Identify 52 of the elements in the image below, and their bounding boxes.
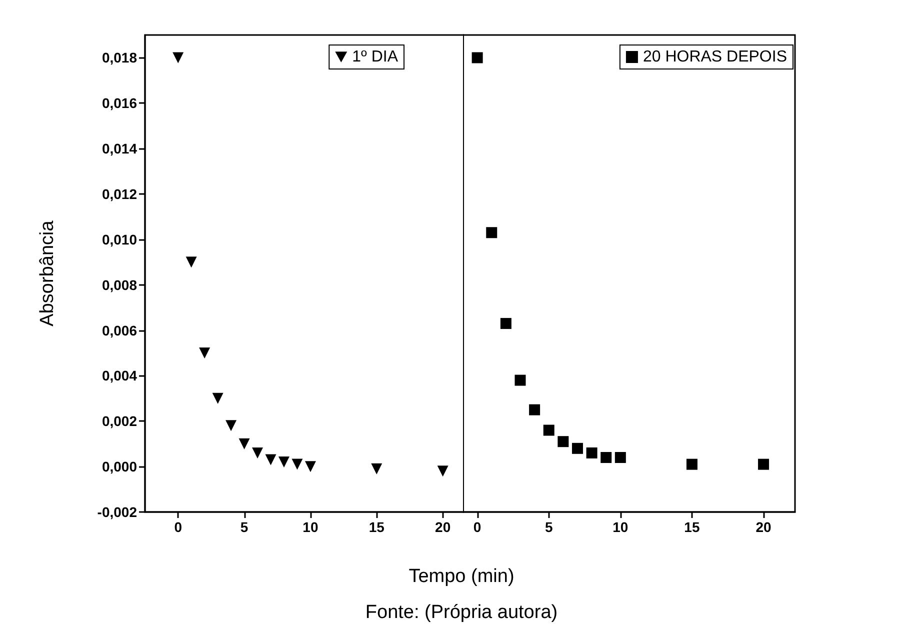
y-tick-label: -0,002 (97, 504, 138, 520)
legend-label: 20 HORAS DEPOIS (642, 48, 787, 66)
x-tick-label: 10 (612, 519, 628, 535)
x-tick-label: 20 (435, 519, 451, 535)
y-tick-label: 0,000 (102, 458, 138, 475)
point (500, 318, 512, 329)
y-tick-label: 0,008 (102, 276, 138, 293)
point (758, 458, 770, 470)
x-tick-label: 0 (473, 519, 482, 535)
point (186, 256, 197, 268)
x-tick-label: 15 (368, 519, 385, 535)
point (600, 452, 612, 463)
legend-label: 1º DIA (352, 48, 398, 66)
point (486, 227, 498, 238)
point (226, 420, 237, 432)
y-tick-label: 0,004 (102, 368, 138, 384)
point (199, 348, 210, 358)
point (371, 463, 382, 474)
y-tick-label: 0,014 (102, 140, 138, 157)
x-tick-label: 5 (240, 519, 248, 535)
point (238, 438, 250, 450)
point (543, 424, 554, 436)
point (212, 392, 224, 404)
y-tick-label: 0,016 (102, 95, 138, 112)
point (529, 404, 540, 416)
point (558, 436, 569, 448)
point (614, 452, 626, 463)
y-tick-label: 0,012 (102, 186, 138, 202)
point (686, 458, 698, 470)
y-axis-title: Absorbância (37, 220, 58, 326)
x-axis-title: Tempo (min) (408, 566, 516, 588)
x-tick-label: 5 (544, 519, 553, 535)
point (586, 447, 598, 458)
x-tick-label: 15 (684, 519, 700, 535)
point (278, 456, 290, 468)
y-tick-label: 0,010 (102, 231, 138, 248)
point (172, 52, 184, 64)
x-tick-label: 20 (756, 519, 772, 535)
point (304, 461, 316, 472)
y-tick-label: 0,018 (102, 50, 138, 66)
source-note: Fonte: (Própria autora) (364, 602, 559, 624)
point (472, 52, 483, 64)
x-tick-label: 10 (302, 519, 318, 535)
x-tick-label: 0 (174, 519, 182, 535)
point (265, 454, 276, 466)
point (252, 447, 264, 458)
y-tick-label: 0,006 (102, 322, 138, 338)
point (292, 458, 303, 470)
y-tick-label: 0,002 (102, 413, 138, 430)
point (572, 442, 583, 454)
point (437, 466, 448, 477)
point (514, 374, 526, 386)
